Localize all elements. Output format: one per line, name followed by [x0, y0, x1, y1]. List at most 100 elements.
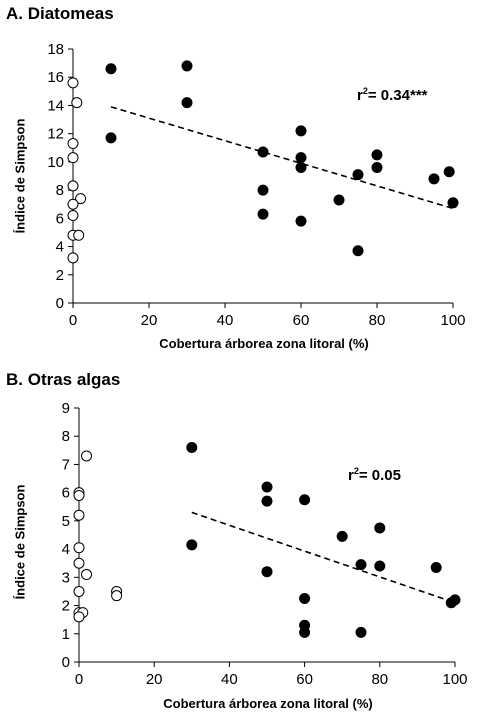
data-point-filled [257, 146, 269, 158]
data-point-filled [295, 152, 307, 164]
x-tick-label: 20 [146, 671, 163, 688]
data-point-filled [257, 208, 269, 220]
y-tick-label: 5 [62, 513, 70, 530]
data-point-open [67, 138, 79, 150]
data-point-filled [186, 442, 198, 454]
data-point-open [81, 450, 93, 462]
data-point-filled [295, 125, 307, 137]
x-tick-label: 80 [371, 671, 388, 688]
data-point-filled [261, 495, 273, 507]
r2-sup-b: 2 [353, 466, 359, 476]
data-point-filled [299, 494, 311, 506]
y-axis-label-a: Índice de Simpson [12, 118, 28, 234]
data-point-filled [105, 63, 117, 75]
data-point-filled [371, 162, 383, 174]
data-point-open [75, 193, 87, 205]
data-point-filled [336, 530, 348, 542]
data-point-open [73, 542, 85, 554]
data-point-filled [352, 245, 364, 257]
r2-value-b: = 0.05 [358, 467, 401, 484]
y-tick-label: 7 [62, 456, 70, 473]
data-point-open [67, 198, 79, 210]
data-point-open [67, 252, 79, 264]
y-tick-label: 8 [56, 182, 64, 199]
data-point-filled [261, 481, 273, 493]
data-point-open [67, 152, 79, 164]
trend-line [110, 106, 454, 210]
r2-sup-a: 2 [362, 86, 368, 96]
y-tick-label: 9 [62, 400, 70, 417]
x-axis-label-a: Cobertura árborea zona litoral (%) [159, 336, 369, 351]
x-tick-label: 40 [217, 312, 234, 329]
x-tick-label: 20 [141, 312, 158, 329]
data-point-open [81, 569, 93, 581]
x-tick-label: 0 [75, 671, 83, 688]
y-tick-label: 16 [47, 69, 64, 86]
y-tick-label: 3 [62, 569, 70, 586]
chart-title-a: A. Diatomeas [6, 4, 114, 23]
data-point-filled [428, 173, 440, 185]
data-point-open [71, 97, 83, 109]
data-point-filled [295, 215, 307, 227]
chart-panel-a: 0 2 4 6 8 10 12 14 16 18 0 20 40 60 80 100 A. Diatomeas… [6, 4, 466, 351]
y-axis-label-b: Índice de Simpson [12, 484, 28, 600]
x-tick-label: 100 [440, 312, 465, 329]
x-tick-label: 100 [442, 671, 467, 688]
r2-prefix-b: r [348, 467, 354, 484]
data-point-filled [181, 97, 193, 109]
trend-line [191, 511, 456, 604]
y-tick-label: 10 [47, 154, 64, 171]
chart-title-b: B. Otras algas [6, 370, 121, 389]
r2-annotation-b: r2= 0.05 [348, 466, 401, 484]
chart-panel-b: 0 1 2 3 4 5 6 7 8 9 0 20 40 60 80 100 B. Otras algas Ín… [0, 360, 477, 720]
y-tick-label: 6 [56, 210, 64, 227]
chart-plot-b: 0 1 2 3 4 5 6 7 8 9 0 20 40 60 80 100 [62, 400, 468, 688]
data-point-open [111, 590, 123, 602]
data-point-open [73, 585, 85, 597]
data-point-filled [299, 593, 311, 604]
data-point-filled [447, 197, 459, 209]
y-tick-label: 6 [62, 485, 70, 502]
data-point-filled [352, 169, 364, 181]
data-point-filled [443, 166, 455, 178]
y-tick-label: 4 [62, 541, 70, 558]
y-tick-label: 2 [56, 267, 64, 284]
data-point-open [73, 557, 85, 569]
y-tick-label: 12 [47, 126, 64, 143]
y-tick-label: 1 [62, 626, 70, 643]
data-point-open [67, 180, 79, 192]
data-point-filled [374, 560, 386, 572]
data-point-filled [371, 149, 383, 161]
data-point-filled [186, 539, 198, 551]
data-point-filled [257, 184, 269, 196]
y-tick-label: 0 [62, 654, 70, 671]
r2-value-a: = 0.34*** [367, 87, 428, 104]
data-point-filled [355, 559, 367, 571]
x-axis-label-b: Cobertura árborea zona litoral (%) [163, 696, 373, 711]
data-point-filled [105, 132, 117, 144]
x-tick-label: 40 [221, 671, 238, 688]
x-tick-label: 60 [293, 312, 310, 329]
r2-annotation-a: r2= 0.34*** [357, 86, 428, 104]
data-point-open [67, 77, 79, 89]
y-tick-label: 0 [56, 295, 64, 312]
data-point-filled [355, 626, 367, 638]
r2-prefix-a: r [357, 87, 363, 104]
y-tick-label: 8 [62, 428, 70, 445]
y-tick-label: 4 [56, 239, 64, 256]
x-tick-label: 0 [69, 312, 77, 329]
chart-plot-a: 0 2 4 6 8 10 12 14 16 18 0 20 40 60 80 100 [47, 41, 465, 329]
data-point-filled [374, 522, 386, 534]
data-point-open [73, 489, 85, 501]
data-point-filled [181, 60, 193, 72]
data-point-filled [430, 561, 442, 573]
y-tick-label: 14 [47, 97, 64, 114]
y-tick-label: 18 [47, 41, 64, 58]
x-tick-label: 80 [369, 312, 386, 329]
data-point-open [73, 509, 85, 521]
data-point-filled [299, 626, 311, 638]
data-point-filled [449, 594, 461, 606]
data-point-filled [333, 194, 345, 206]
y-tick-label: 2 [62, 598, 70, 615]
data-point-filled [295, 162, 307, 174]
